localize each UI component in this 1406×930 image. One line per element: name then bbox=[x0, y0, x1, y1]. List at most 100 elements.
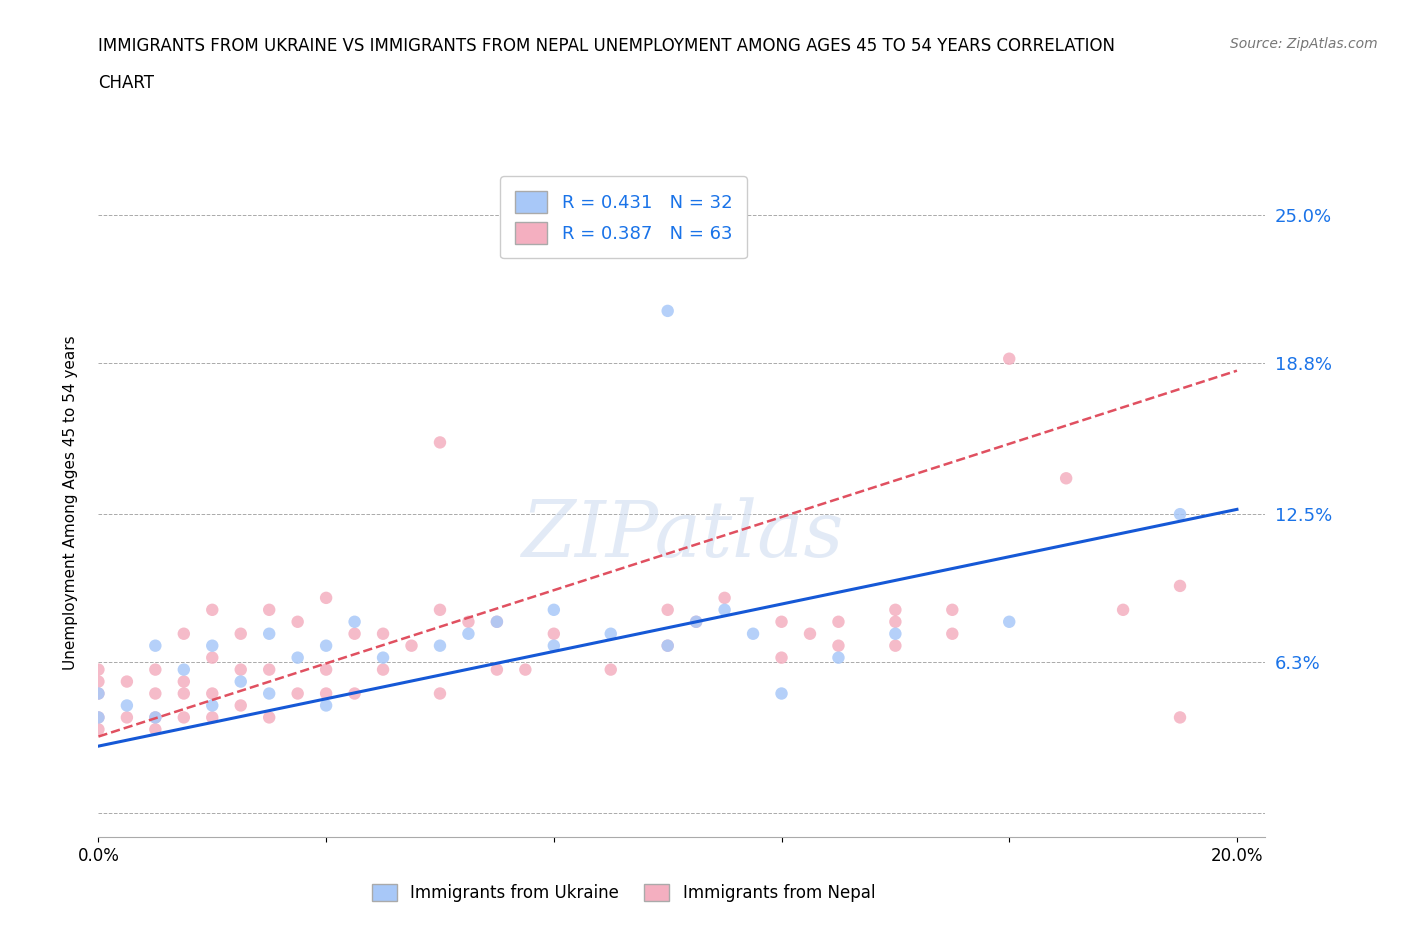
Point bbox=[770, 650, 793, 665]
Point bbox=[201, 686, 224, 701]
Point bbox=[315, 638, 337, 653]
Point bbox=[315, 662, 337, 677]
Point bbox=[485, 615, 508, 630]
Point bbox=[485, 662, 508, 677]
Point bbox=[713, 591, 735, 605]
Legend: Immigrants from Ukraine, Immigrants from Nepal: Immigrants from Ukraine, Immigrants from… bbox=[366, 878, 882, 909]
Point bbox=[429, 435, 451, 450]
Point bbox=[657, 303, 679, 318]
Point bbox=[543, 603, 565, 618]
Point bbox=[87, 686, 110, 701]
Point bbox=[143, 710, 166, 724]
Point bbox=[229, 698, 252, 713]
Point bbox=[229, 674, 252, 689]
Point bbox=[685, 615, 707, 630]
Point bbox=[1054, 471, 1077, 485]
Point bbox=[201, 638, 224, 653]
Point bbox=[485, 615, 508, 630]
Point bbox=[343, 686, 366, 701]
Point bbox=[1168, 507, 1191, 522]
Point bbox=[343, 615, 366, 630]
Point bbox=[543, 626, 565, 641]
Point bbox=[827, 615, 849, 630]
Point bbox=[201, 603, 224, 618]
Point bbox=[201, 710, 224, 724]
Point bbox=[657, 638, 679, 653]
Point bbox=[884, 615, 907, 630]
Point bbox=[143, 662, 166, 677]
Point bbox=[229, 626, 252, 641]
Point bbox=[371, 626, 394, 641]
Point bbox=[287, 615, 309, 630]
Point bbox=[173, 626, 195, 641]
Point bbox=[87, 722, 110, 737]
Point bbox=[87, 662, 110, 677]
Point bbox=[143, 710, 166, 724]
Point bbox=[257, 603, 280, 618]
Point bbox=[173, 674, 195, 689]
Point bbox=[315, 591, 337, 605]
Point bbox=[343, 626, 366, 641]
Point bbox=[599, 662, 621, 677]
Point bbox=[770, 615, 793, 630]
Point bbox=[115, 698, 138, 713]
Point bbox=[799, 626, 821, 641]
Point bbox=[173, 686, 195, 701]
Point bbox=[998, 352, 1021, 366]
Point bbox=[685, 615, 707, 630]
Point bbox=[173, 662, 195, 677]
Point bbox=[884, 626, 907, 641]
Point bbox=[770, 686, 793, 701]
Point bbox=[87, 710, 110, 724]
Point bbox=[742, 626, 765, 641]
Point bbox=[429, 603, 451, 618]
Point bbox=[429, 686, 451, 701]
Point bbox=[143, 722, 166, 737]
Point bbox=[371, 650, 394, 665]
Point bbox=[257, 662, 280, 677]
Point bbox=[87, 710, 110, 724]
Point bbox=[457, 626, 479, 641]
Point bbox=[287, 686, 309, 701]
Point bbox=[941, 603, 963, 618]
Point bbox=[941, 626, 963, 641]
Point bbox=[143, 686, 166, 701]
Point bbox=[1112, 603, 1135, 618]
Point bbox=[287, 650, 309, 665]
Point bbox=[229, 662, 252, 677]
Text: CHART: CHART bbox=[98, 74, 155, 92]
Point bbox=[657, 603, 679, 618]
Point bbox=[115, 674, 138, 689]
Point bbox=[457, 615, 479, 630]
Point bbox=[173, 710, 195, 724]
Point bbox=[257, 626, 280, 641]
Point bbox=[429, 638, 451, 653]
Point bbox=[315, 686, 337, 701]
Point bbox=[87, 686, 110, 701]
Point bbox=[371, 662, 394, 677]
Point bbox=[543, 638, 565, 653]
Point bbox=[884, 638, 907, 653]
Point bbox=[1168, 578, 1191, 593]
Point bbox=[201, 650, 224, 665]
Point bbox=[315, 698, 337, 713]
Point bbox=[827, 638, 849, 653]
Y-axis label: Unemployment Among Ages 45 to 54 years: Unemployment Among Ages 45 to 54 years bbox=[63, 335, 77, 670]
Point bbox=[201, 698, 224, 713]
Point bbox=[257, 686, 280, 701]
Point bbox=[599, 626, 621, 641]
Text: Source: ZipAtlas.com: Source: ZipAtlas.com bbox=[1230, 37, 1378, 51]
Point bbox=[257, 710, 280, 724]
Point bbox=[713, 603, 735, 618]
Point bbox=[401, 638, 423, 653]
Text: ZIPatlas: ZIPatlas bbox=[520, 498, 844, 574]
Point bbox=[115, 710, 138, 724]
Point bbox=[657, 638, 679, 653]
Point bbox=[1168, 710, 1191, 724]
Text: IMMIGRANTS FROM UKRAINE VS IMMIGRANTS FROM NEPAL UNEMPLOYMENT AMONG AGES 45 TO 5: IMMIGRANTS FROM UKRAINE VS IMMIGRANTS FR… bbox=[98, 37, 1115, 55]
Point bbox=[143, 638, 166, 653]
Point bbox=[515, 662, 537, 677]
Point bbox=[827, 650, 849, 665]
Point bbox=[87, 674, 110, 689]
Point bbox=[884, 603, 907, 618]
